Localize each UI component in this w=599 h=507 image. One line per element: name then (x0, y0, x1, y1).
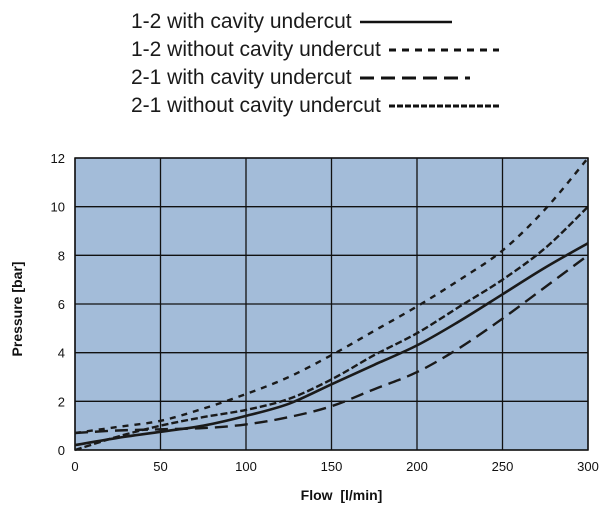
legend-swatch-icon (359, 76, 470, 80)
legend-swatch-icon (359, 20, 452, 24)
x-tick-label: 300 (577, 459, 599, 474)
series-line-3 (75, 254, 589, 435)
y-axis-title: Pressure [bar] (9, 262, 25, 357)
legend-swatch-icon (388, 104, 499, 108)
legend-entry: 1-2 without cavity undercut (131, 37, 499, 63)
chart-legend: 1-2 with cavity undercut 1-2 without cavi… (0, 0, 599, 125)
legend-swatch-icon (388, 48, 499, 52)
y-tick-label: 4 (58, 346, 65, 361)
series-line-4 (75, 205, 589, 452)
legend-label: 1-2 with cavity undercut (131, 10, 352, 33)
legend-entry: 2-1 without cavity undercut (131, 93, 499, 119)
series-line-2 (75, 157, 589, 435)
legend-label: 1-2 without cavity undercut (131, 38, 381, 61)
x-tick-label: 150 (321, 459, 343, 474)
plot-frame (74, 157, 589, 451)
legend-entry: 1-2 with cavity undercut (131, 9, 470, 35)
y-tick-label: 2 (58, 394, 65, 409)
x-tick-label: 100 (235, 459, 257, 474)
y-tick-label: 10 (51, 200, 65, 215)
y-tick-label: 8 (58, 248, 65, 263)
x-tick-label: 50 (153, 459, 167, 474)
y-tick-label: 6 (58, 297, 65, 312)
x-tick-label: 0 (71, 459, 78, 474)
y-tick-label: 0 (58, 443, 65, 458)
y-tick-label: 12 (51, 151, 65, 166)
x-tick-label: 200 (406, 459, 428, 474)
legend-label: 2-1 with cavity undercut (131, 66, 352, 89)
x-axis-title: Flow [l/min] (301, 487, 383, 503)
legend-entry: 2-1 with cavity undercut (131, 65, 470, 91)
series-line-1 (75, 242, 589, 447)
x-tick-label: 250 (492, 459, 514, 474)
legend-label: 2-1 without cavity undercut (131, 94, 381, 117)
